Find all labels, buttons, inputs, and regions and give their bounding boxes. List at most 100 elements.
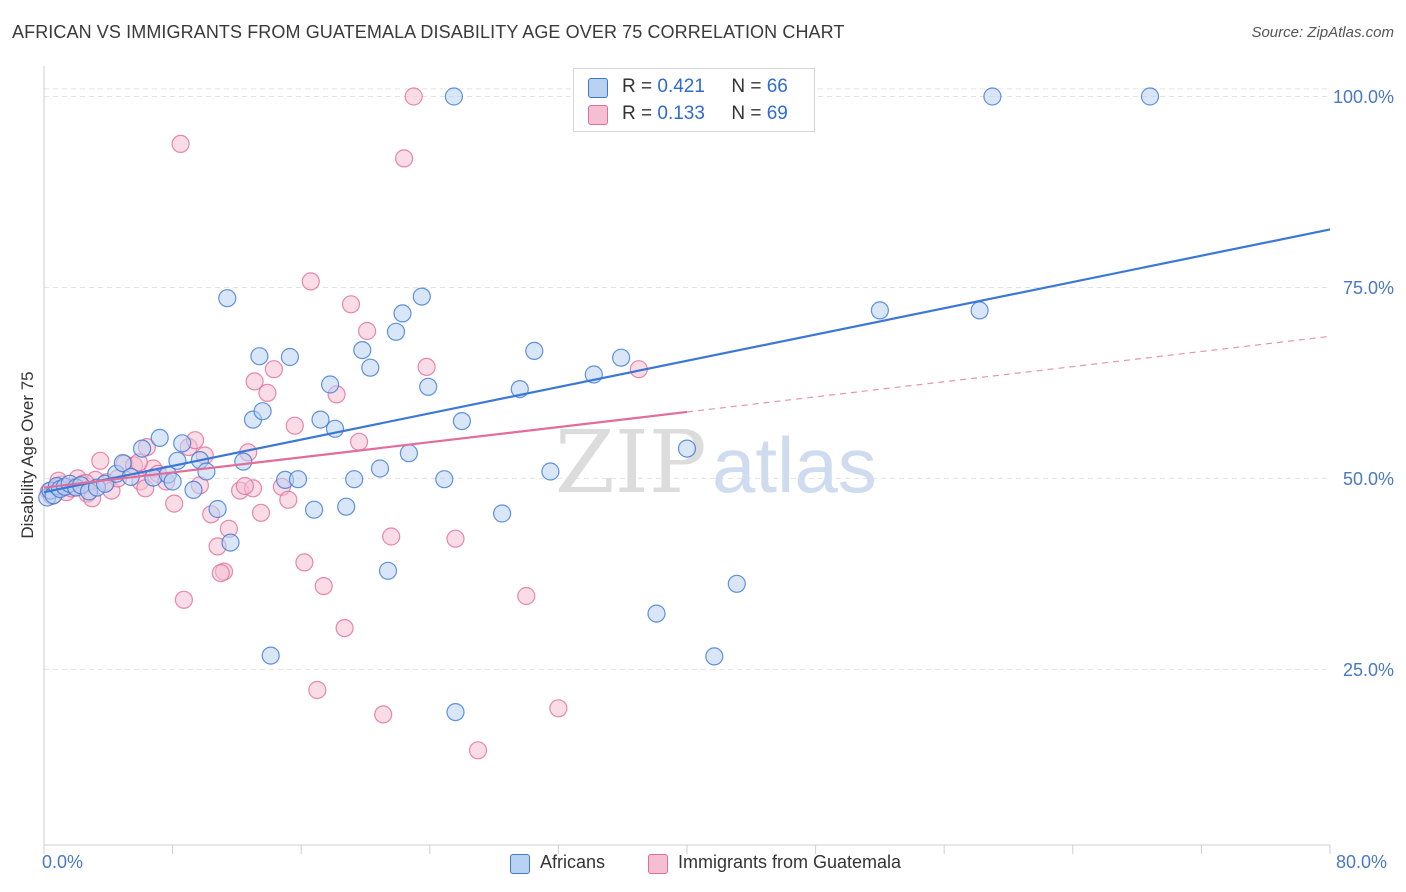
guatemala-point-36 <box>251 503 271 522</box>
african-point-47 <box>393 304 412 323</box>
guatemala-point-45 <box>314 576 333 596</box>
guatemala-point-22 <box>165 494 184 513</box>
african-point-54 <box>452 412 471 431</box>
y-tick-label-100: 100.0% <box>1332 87 1394 107</box>
guatemala-point-58 <box>517 586 536 606</box>
guatemala-point-37 <box>258 383 277 402</box>
chart-source: Source: ZipAtlas.com <box>1251 24 1394 41</box>
guatemala-point-59 <box>549 699 568 718</box>
r-label: R = <box>622 76 653 97</box>
african-point-50 <box>419 377 438 396</box>
trend-lines <box>43 228 1331 494</box>
stats-legend: R = 0.421 N = 66 R = 0.133 N = 69 <box>573 68 815 132</box>
grid-lines <box>44 88 1330 670</box>
guatemala-point-42 <box>295 553 314 572</box>
guatemala-point-44 <box>308 680 327 700</box>
african-point-32 <box>261 646 280 665</box>
african-point-19 <box>163 472 182 491</box>
guatemala-point-23 <box>171 134 190 153</box>
african-point-61 <box>647 604 666 623</box>
guatemala-trend-line <box>43 410 688 489</box>
african-point-15 <box>133 439 152 458</box>
african-point-17 <box>150 428 169 447</box>
african-point-68 <box>1140 87 1160 106</box>
african-point-26 <box>218 289 237 308</box>
guatemala-point-53 <box>395 149 414 168</box>
n-label: N = <box>731 103 762 124</box>
chart-title: AFRICAN VS IMMIGRANTS FROM GUATEMALA DIS… <box>12 22 845 42</box>
legend-label-guatemala: Immigrants from Guatemala <box>678 852 902 872</box>
african-point-43 <box>361 358 380 377</box>
african-point-64 <box>727 574 746 593</box>
african-point-34 <box>280 347 299 367</box>
african-point-35 <box>288 470 308 489</box>
guatemala-point-52 <box>382 527 401 546</box>
african-point-45 <box>378 561 398 580</box>
african-point-48 <box>399 444 418 463</box>
guatemala-point-49 <box>350 432 369 451</box>
guatemala-point-51 <box>374 705 393 724</box>
watermark-atlas: atlas <box>712 421 877 509</box>
african-point-62 <box>677 439 697 458</box>
guatemala-point-55 <box>417 357 436 376</box>
guatemala-point-35 <box>245 372 264 391</box>
y-tick-label-75: 75.0% <box>1342 278 1394 298</box>
legend-swatch-africans <box>510 854 530 874</box>
axes <box>43 66 1331 854</box>
african-point-63 <box>705 647 724 666</box>
y-tick-label-25: 25.0% <box>1342 660 1394 680</box>
r-label: R = <box>622 103 653 124</box>
guatemala-point-11 <box>91 451 110 470</box>
x-tick-label-min: 0.0% <box>42 852 84 872</box>
guatemala-point-56 <box>446 529 465 548</box>
guatemala-point-50 <box>358 321 377 341</box>
african-point-27 <box>221 533 240 552</box>
guatemala-point-48 <box>341 295 361 314</box>
african-point-55 <box>493 504 512 523</box>
african-point-51 <box>435 470 454 489</box>
guatemala-point-43 <box>301 272 320 291</box>
african-point-46 <box>386 322 406 341</box>
guatemala-swatch <box>588 105 608 125</box>
african-point-53 <box>446 702 465 722</box>
guatemala-point-57 <box>468 741 488 760</box>
guatemala-point-24 <box>174 590 193 609</box>
guatemala-point-54 <box>404 87 423 106</box>
african-point-36 <box>305 500 324 519</box>
african-point-52 <box>444 87 463 106</box>
guatemala-trend-extension <box>686 335 1331 413</box>
n-value-guatemala: 69 <box>766 103 788 124</box>
watermark: ZIP atlas <box>555 413 877 513</box>
stats-text-africans: R = 0.421 N = 66 <box>622 76 788 98</box>
african-point-65 <box>870 301 890 320</box>
african-point-67 <box>983 87 1002 106</box>
legend-swatch-guatemala <box>648 854 668 874</box>
african-point-25 <box>208 499 227 519</box>
stats-text-guatemala: R = 0.133 N = 69 <box>622 103 788 125</box>
legend-label-africans: Africans <box>540 852 606 872</box>
african-point-21 <box>173 434 192 453</box>
african-point-31 <box>253 402 272 421</box>
african-point-66 <box>970 301 989 320</box>
africans-swatch <box>588 78 608 98</box>
y-tick-label-50: 50.0% <box>1342 469 1394 489</box>
african-point-57 <box>525 341 544 360</box>
african-point-42 <box>353 341 372 360</box>
african-points <box>38 87 1160 722</box>
african-point-37 <box>311 410 330 429</box>
african-point-38 <box>321 375 340 394</box>
guatemala-point-47 <box>335 618 354 638</box>
n-label: N = <box>731 76 762 97</box>
guatemala-point-38 <box>264 360 283 379</box>
n-value-africans: 66 <box>766 76 788 97</box>
african-point-22 <box>184 480 203 499</box>
guatemala-point-65 <box>235 476 254 496</box>
guatemala-point-41 <box>285 416 304 435</box>
african-point-44 <box>370 459 390 478</box>
x-tick-label-max: 80.0% <box>1336 852 1388 872</box>
r-value-africans: 0.421 <box>657 76 705 97</box>
african-point-28 <box>234 452 253 471</box>
african-point-60 <box>611 348 631 367</box>
guatemala-point-61 <box>211 563 230 583</box>
african-point-24 <box>197 462 216 481</box>
